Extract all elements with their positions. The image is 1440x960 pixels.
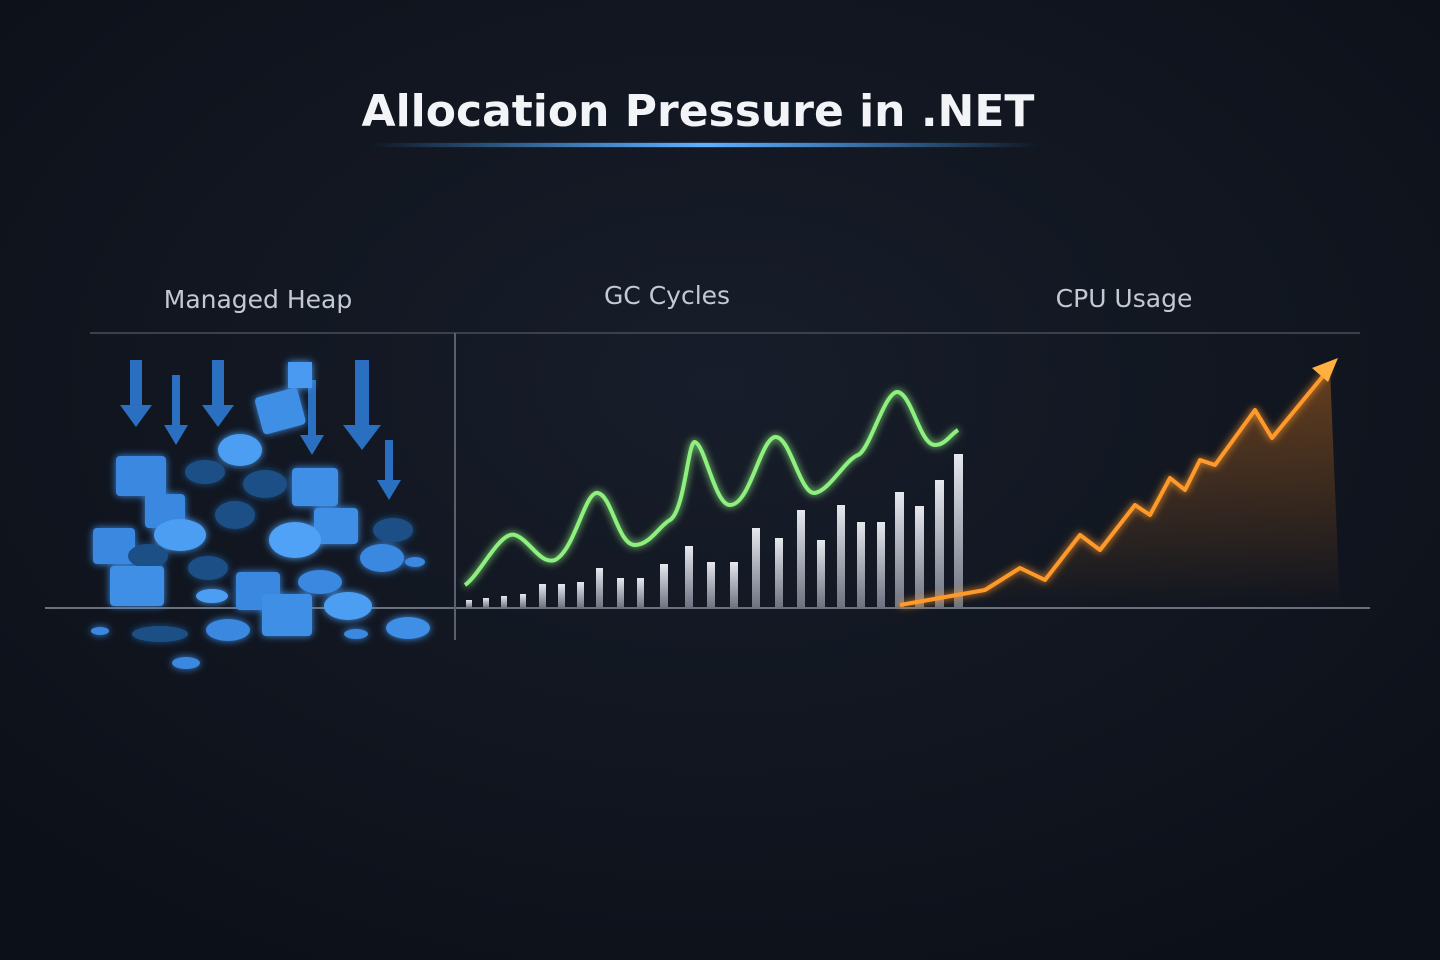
- bar: [520, 594, 526, 608]
- title-underline: [370, 143, 1040, 147]
- heap-objects: [91, 362, 430, 669]
- cylinder: [188, 556, 228, 580]
- cylinder: [185, 460, 225, 484]
- cylinder: [344, 629, 368, 639]
- cylinder: [324, 592, 372, 620]
- cube: [262, 594, 312, 636]
- cylinder: [91, 627, 109, 635]
- bar: [707, 562, 715, 608]
- bar: [752, 528, 760, 608]
- bar: [577, 582, 584, 608]
- bar: [501, 596, 507, 608]
- arrow: [377, 440, 401, 500]
- cylinder: [373, 518, 413, 542]
- gc-line: [463, 390, 960, 587]
- arrow: [300, 380, 324, 455]
- cpu-line: [899, 368, 1330, 607]
- cube: [314, 508, 358, 544]
- bar: [483, 598, 489, 608]
- bar: [660, 564, 668, 608]
- bar: [775, 538, 783, 608]
- panel-label: Managed Heap: [164, 285, 353, 314]
- cylinder: [206, 619, 250, 641]
- cylinder: [298, 570, 342, 594]
- cylinder: [405, 557, 425, 567]
- cube: [110, 566, 164, 606]
- panel-label: GC Cycles: [604, 281, 730, 310]
- arrow: [120, 360, 152, 427]
- allocation-arrows: [120, 360, 401, 500]
- bar: [935, 480, 944, 608]
- cylinder: [386, 617, 430, 639]
- bar: [895, 492, 904, 608]
- bar: [596, 568, 603, 608]
- cylinder: [172, 657, 200, 669]
- cylinder: [128, 544, 168, 568]
- arrow: [202, 360, 234, 427]
- title: Allocation Pressure in .NET: [362, 86, 1035, 137]
- bar: [558, 584, 565, 608]
- cylinder: [269, 522, 321, 558]
- bar: [877, 522, 885, 608]
- cube: [292, 468, 338, 506]
- bar: [857, 522, 865, 608]
- cylinder: [360, 544, 404, 572]
- cylinder: [243, 470, 287, 498]
- bar: [954, 454, 963, 608]
- cpu-area: [900, 370, 1340, 608]
- cylinder: [196, 589, 228, 603]
- arrow: [164, 375, 188, 445]
- cylinder: [154, 519, 206, 551]
- bar: [466, 600, 472, 608]
- cylinder: [218, 434, 262, 466]
- bar: [817, 540, 825, 608]
- cpu-arrowhead: [1312, 358, 1338, 382]
- panel-label: CPU Usage: [1056, 284, 1193, 313]
- cube: [116, 456, 166, 496]
- bar: [797, 510, 805, 608]
- cylinder: [132, 626, 188, 642]
- gc-bars: [466, 454, 963, 608]
- cube: [254, 387, 306, 435]
- bar: [837, 505, 845, 608]
- cube: [93, 528, 135, 564]
- cube: [288, 362, 312, 388]
- bar: [730, 562, 738, 608]
- bar: [685, 546, 693, 608]
- cylinder: [215, 501, 255, 529]
- bar: [637, 578, 644, 608]
- bar: [539, 584, 546, 608]
- bar: [915, 506, 924, 608]
- arrow: [343, 360, 381, 450]
- bar: [617, 578, 624, 608]
